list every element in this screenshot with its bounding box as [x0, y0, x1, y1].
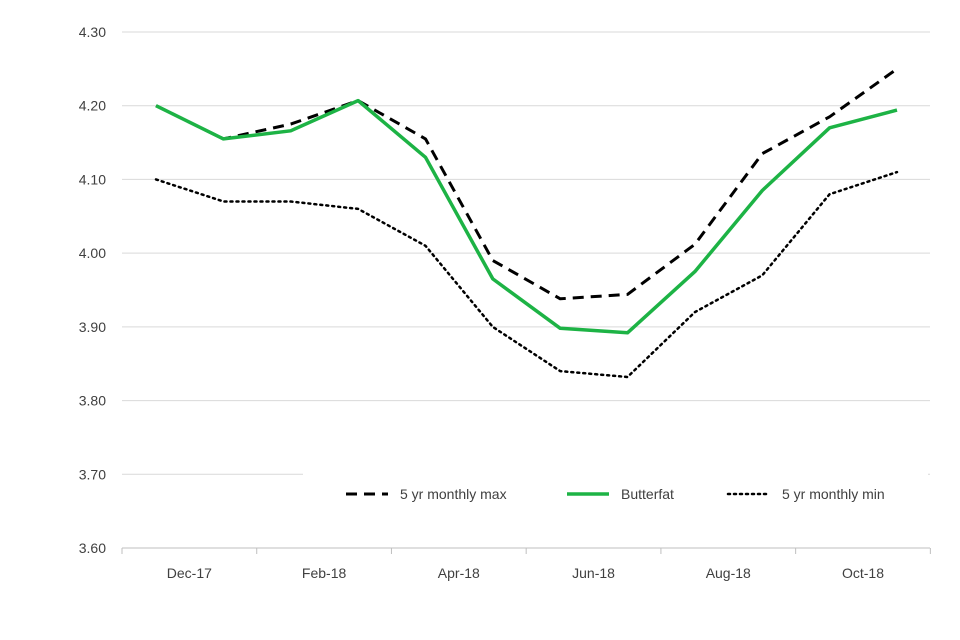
x-tick-label: Dec-17 [167, 565, 212, 581]
y-tick-label: 4.00 [79, 245, 106, 261]
x-tick-label: Oct-18 [842, 565, 884, 581]
series-line-3 [154, 170, 899, 379]
legend-label: 5 yr monthly min [782, 486, 885, 502]
legend-background [303, 462, 928, 532]
y-axis-tick-labels: 3.60 3.70 3.80 3.90 4.00 4.10 4.20 4.30 [79, 24, 106, 556]
legend: 5 yr monthly max Butterfat 5 yr monthly mi… [346, 486, 885, 502]
series-lines [154, 67, 899, 379]
x-tick-label: Apr-18 [438, 565, 480, 581]
x-tick-label: Aug-18 [706, 565, 751, 581]
series-line-1 [155, 67, 898, 301]
legend-label: 5 yr monthly max [400, 486, 507, 502]
y-tick-label: 4.10 [79, 171, 106, 187]
y-tick-label: 3.80 [79, 393, 106, 409]
x-tick-label: Feb-18 [302, 565, 347, 581]
x-tick-label: Jun-18 [572, 565, 615, 581]
y-tick-label: 4.30 [79, 24, 106, 40]
legend-backdrop [303, 462, 928, 532]
y-tick-label: 3.90 [79, 319, 106, 335]
x-axis-tick-labels: Dec-17 Feb-18 Apr-18 Jun-18 Aug-18 Oct-18 [167, 565, 884, 581]
y-tick-label: 3.60 [79, 540, 106, 556]
y-tick-label: 4.20 [79, 98, 106, 114]
gridlines [122, 31, 930, 475]
series-line-2 [155, 98, 898, 335]
x-axis [121, 547, 931, 554]
legend-label: Butterfat [621, 486, 674, 502]
y-tick-label: 3.70 [79, 466, 106, 482]
